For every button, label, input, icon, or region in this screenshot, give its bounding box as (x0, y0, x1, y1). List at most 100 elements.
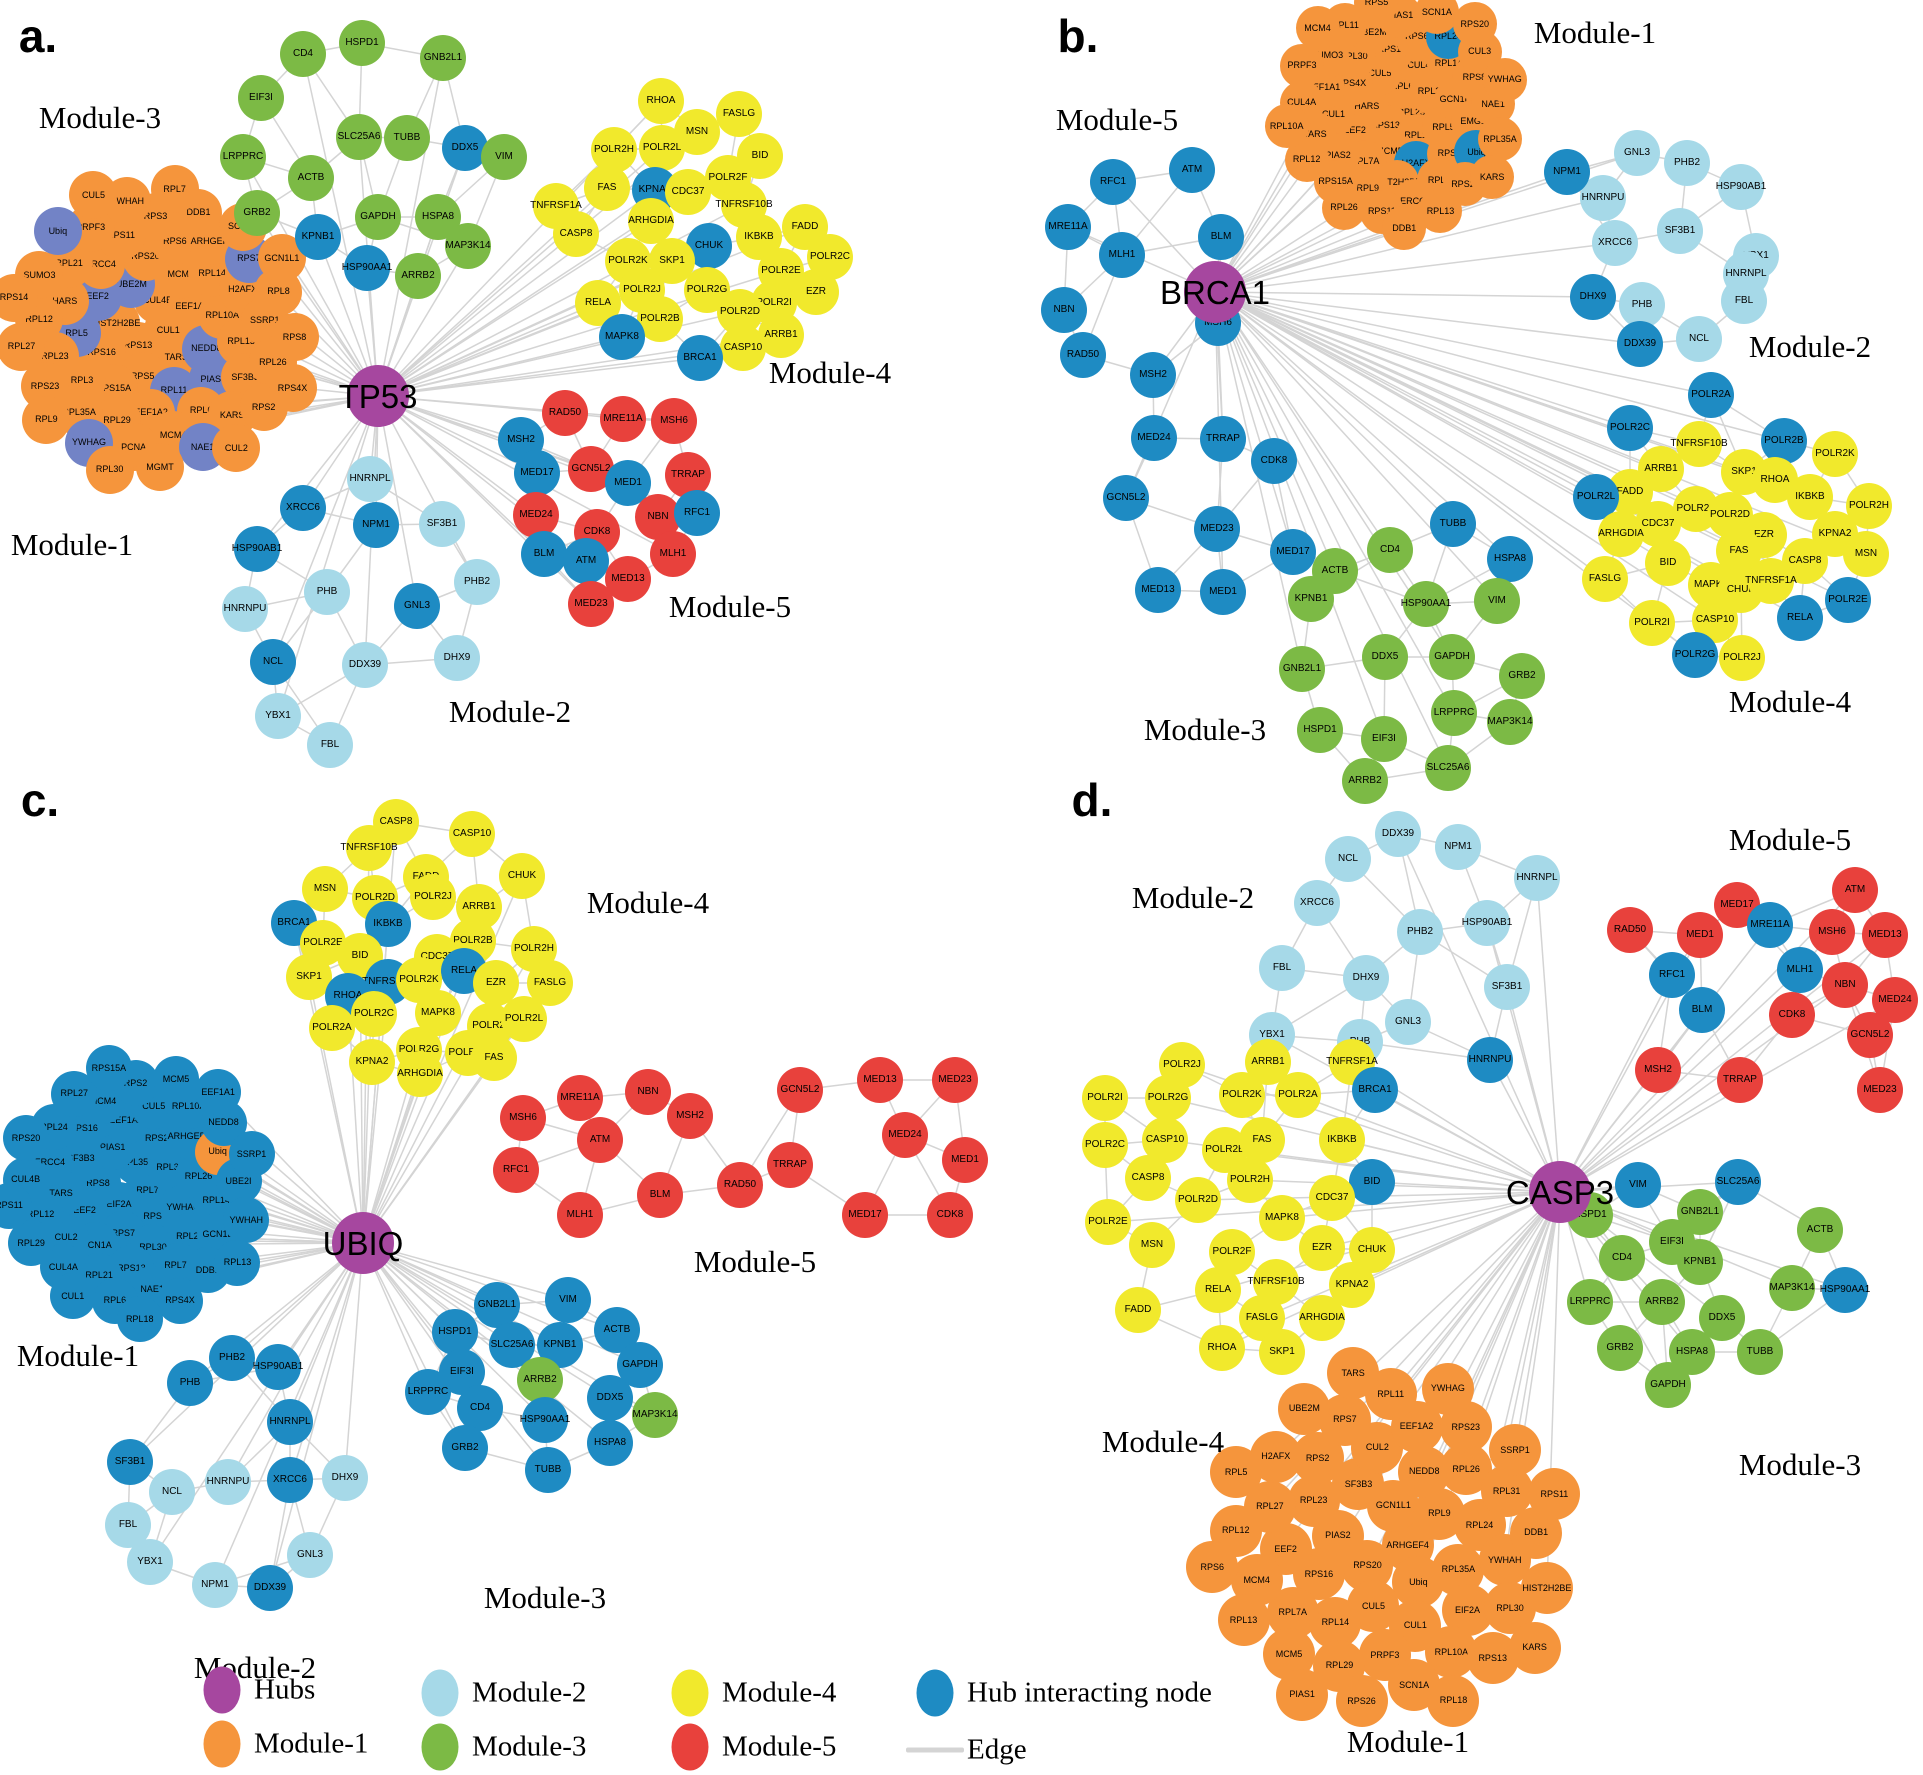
network-node[interactable]: ATM (1832, 867, 1878, 913)
network-node[interactable]: SF3B1 (107, 1439, 153, 1485)
network-node[interactable]: PHB (304, 569, 350, 615)
network-node[interactable]: HIST2H2BE (1520, 1562, 1573, 1614)
network-node[interactable]: MAP3K14 (445, 223, 491, 269)
network-node[interactable]: RAD50 (542, 390, 588, 436)
network-node[interactable]: RAD50 (1060, 332, 1106, 378)
network-node[interactable]: HSP90AA1 (520, 1397, 570, 1443)
network-node[interactable]: HSP90AB1 (253, 1344, 303, 1390)
network-node[interactable]: RPL13 (1217, 1594, 1270, 1647)
network-node[interactable]: TRRAP (1717, 1057, 1763, 1103)
network-node[interactable]: POLR2A (1688, 372, 1734, 418)
network-node[interactable]: XRCC6 (267, 1457, 313, 1503)
network-node[interactable]: MRE11A (557, 1075, 603, 1121)
network-node[interactable]: HSPD1 (432, 1309, 478, 1355)
network-node[interactable]: NPM1 (353, 502, 399, 548)
network-node[interactable]: EZR (1299, 1225, 1345, 1271)
network-node[interactable]: RPL30 (85, 445, 134, 494)
network-node[interactable]: YWHAG (1482, 57, 1527, 102)
network-node[interactable]: GNL3 (394, 583, 440, 629)
network-node[interactable]: ARRB2 (1639, 1279, 1685, 1325)
network-node[interactable]: DDB1 (1382, 206, 1427, 251)
network-node[interactable]: MED17 (842, 1192, 888, 1238)
network-node[interactable]: KARS (1508, 1621, 1561, 1674)
network-node[interactable]: GRB2 (442, 1425, 488, 1471)
network-node[interactable]: HSP90AB1 (1462, 900, 1512, 946)
network-node[interactable]: MLH1 (650, 531, 696, 577)
network-node[interactable]: MSH6 (1809, 909, 1855, 955)
network-node[interactable]: MSH6 (651, 398, 697, 444)
network-node[interactable]: GCN5L2 (1103, 475, 1149, 521)
network-node[interactable]: POLR2K (1812, 431, 1858, 477)
network-node[interactable]: MED1 (942, 1137, 988, 1183)
network-node[interactable]: PHB2 (1664, 140, 1710, 186)
network-node[interactable]: NCL (149, 1469, 195, 1515)
network-node[interactable]: LRPPRC (220, 134, 266, 180)
network-node[interactable]: HSP90AA1 (1820, 1267, 1870, 1313)
network-node[interactable]: TRRAP (1200, 416, 1246, 462)
network-node[interactable]: ARHGDIA (1299, 1295, 1345, 1341)
network-node[interactable]: RFC1 (493, 1147, 539, 1193)
network-node[interactable]: POLR2C (351, 991, 397, 1037)
network-node[interactable]: NCL (250, 639, 296, 685)
network-node[interactable]: GAPDH (355, 194, 401, 240)
network-node[interactable]: CUL2 (212, 424, 261, 473)
network-node[interactable]: HNRNPL (347, 456, 393, 502)
network-node[interactable]: RPS4X (268, 364, 317, 413)
network-node[interactable]: NPM1 (1544, 149, 1590, 195)
network-node[interactable]: EZR (793, 269, 839, 315)
network-node[interactable]: HSPD1 (1297, 707, 1343, 753)
network-node[interactable]: DDX5 (442, 125, 488, 171)
network-node[interactable]: MGMT (135, 443, 184, 492)
network-node[interactable]: FADD (1115, 1287, 1161, 1333)
network-node[interactable]: RPS11 (1528, 1468, 1581, 1521)
network-node[interactable]: BID (1349, 1159, 1395, 1205)
network-node[interactable]: POLR2E (1085, 1199, 1131, 1245)
network-node[interactable]: LRPPRC (1567, 1279, 1613, 1325)
network-node[interactable]: TUBB (525, 1447, 571, 1493)
network-node[interactable]: MLH1 (557, 1192, 603, 1238)
network-node[interactable]: DDX39 (247, 1565, 293, 1611)
network-node[interactable]: POLR2J (1719, 635, 1765, 681)
network-node[interactable]: MED17 (514, 450, 560, 496)
network-node[interactable]: MCM5 (153, 1056, 200, 1103)
network-node[interactable]: ATM (1169, 147, 1215, 193)
network-node[interactable]: DHX9 (434, 635, 480, 681)
network-node[interactable]: POLR2G (1672, 632, 1718, 678)
network-node[interactable]: FBL (1259, 945, 1305, 991)
network-node[interactable]: CHUK (499, 853, 545, 899)
network-node[interactable]: POLR2I (1082, 1075, 1128, 1121)
network-node[interactable]: HSP90AA1 (342, 245, 392, 291)
network-node[interactable]: POLR2D (1175, 1177, 1221, 1223)
network-node[interactable]: HNRNPU (222, 586, 268, 632)
network-node[interactable]: RFC1 (1090, 159, 1136, 205)
network-node[interactable]: ACTB (1797, 1207, 1843, 1253)
network-node[interactable]: MAP3K14 (1769, 1265, 1815, 1311)
network-node[interactable]: FAS (584, 165, 630, 211)
network-node[interactable]: RHOA (638, 78, 684, 124)
network-node[interactable]: MED23 (932, 1057, 978, 1103)
network-node[interactable]: RPL9 (22, 395, 71, 444)
network-node[interactable]: POLR2I (1629, 600, 1675, 646)
network-node[interactable]: HNRNPL (1514, 855, 1560, 901)
network-node[interactable]: SSRP1 (1488, 1424, 1541, 1477)
network-node[interactable]: HSPA8 (587, 1420, 633, 1466)
network-node[interactable]: MED17 (1270, 529, 1316, 575)
hub-node[interactable]: CASP3 (1506, 1161, 1614, 1223)
network-node[interactable]: CDK8 (927, 1192, 973, 1238)
network-node[interactable]: LRPPRC (405, 1369, 451, 1415)
network-node[interactable]: MED13 (857, 1057, 903, 1103)
network-node[interactable]: RPL26 (1321, 185, 1366, 230)
network-node[interactable]: GNB2L1 (420, 35, 466, 81)
network-node[interactable]: ARRB2 (395, 253, 441, 299)
network-node[interactable]: MRE11A (1747, 902, 1793, 948)
network-node[interactable]: ACTB (288, 155, 334, 201)
network-node[interactable]: PIAS1 (1276, 1668, 1329, 1721)
network-node[interactable]: BLM (1198, 214, 1244, 260)
network-node[interactable]: NPM1 (1435, 824, 1481, 870)
network-node[interactable]: RAD50 (717, 1162, 763, 1208)
network-node[interactable]: MAP3K14 (1487, 699, 1533, 745)
network-node[interactable]: RPL13 (214, 1239, 261, 1286)
network-node[interactable]: SKP1 (1259, 1329, 1305, 1375)
network-node[interactable]: RPL35A (1478, 117, 1523, 162)
network-node[interactable]: MED13 (1862, 912, 1908, 958)
